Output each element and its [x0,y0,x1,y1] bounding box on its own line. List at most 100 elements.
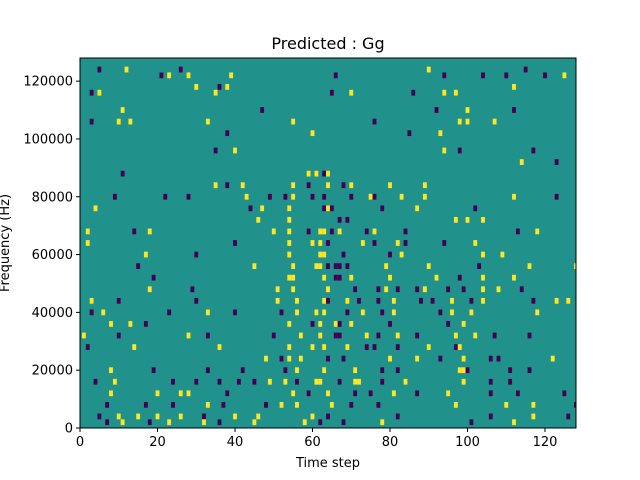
cell-high [109,367,113,374]
cell-high [287,274,292,281]
cell-high [256,413,261,420]
cell-high [287,251,292,258]
cell-high [345,344,350,350]
cell-high [562,72,567,79]
cell-high [287,228,292,235]
cell-low [395,367,400,374]
cell-low [143,321,148,327]
cell-low [345,309,350,316]
cell-low [322,193,327,200]
cell-high [116,413,121,420]
cell-high [310,130,315,137]
cell-high [395,240,400,246]
cell-low [194,297,199,304]
cell-high [279,401,284,408]
cell-high [512,274,516,281]
cell-high [326,170,330,177]
cell-high [353,378,358,385]
cell-low [225,390,230,397]
cell-high [295,401,299,408]
cell-low [279,355,284,362]
cell-high [314,378,319,385]
cell-high [566,297,571,304]
cell-high [167,72,172,79]
cell-low [151,367,156,374]
cell-low [194,251,199,258]
cell-high [349,274,354,281]
cell-high [349,89,354,96]
cell-high [124,66,129,73]
cell-high [422,182,427,189]
cell-low [395,344,400,350]
cell-high [519,159,524,165]
cell-low [194,378,199,385]
cell-high [442,147,447,154]
cell-low [376,332,381,339]
cell-high [186,390,191,397]
cell-high [453,216,458,223]
cell-high [550,355,555,362]
cell-low [116,332,121,339]
cell-high [302,419,307,426]
cell-high [426,344,431,350]
cell-low [233,309,237,316]
cell-high [314,263,319,270]
cell-low [326,413,330,420]
cell-high [310,344,315,350]
cell-high [318,251,323,258]
cell-low [461,286,466,293]
cell-low [326,297,330,304]
cell-low [403,228,408,235]
cell-low [364,344,369,350]
cell-low [341,182,346,189]
cell-low [457,274,462,281]
cell-high [512,419,516,426]
cell-high [388,355,392,362]
cell-high [213,182,218,189]
cell-low [442,72,447,79]
x-tick-label: 60 [304,435,321,450]
cell-high [395,332,400,339]
cell-high [260,205,265,212]
cell-low [221,401,226,408]
cell-low [295,378,299,385]
cell-high [481,274,485,281]
x-axis: 0 20 40 60 80 100 120 [76,428,557,450]
cell-high [314,309,319,316]
cell-low [554,159,559,165]
cell-high [380,419,385,426]
cell-high [167,419,172,426]
cell-low [345,263,350,270]
cell-high [399,193,404,200]
cell-high [143,251,148,258]
cell-low [372,193,377,200]
cell-low [415,390,420,397]
cell-high [291,274,296,281]
cell-high [322,274,327,281]
cell-low [225,182,230,189]
cell-low [465,367,470,374]
cell-high [233,413,237,420]
cell-high [457,344,462,350]
cell-low [329,89,334,96]
cell-low [322,170,327,177]
y-tick-label: 100000 [23,132,73,147]
cell-low [562,390,567,397]
cell-low [395,286,400,293]
cell-high [326,286,330,293]
cell-high [360,309,365,316]
cell-low [310,321,315,327]
cell-low [143,401,148,408]
cell-high [229,72,234,79]
cell-high [465,216,470,223]
cell-high [155,390,160,397]
cell-high [291,390,296,397]
cell-low [419,297,423,304]
chart-title: Predicted : Gg [271,34,384,53]
cell-low [337,263,342,270]
cell-low [337,321,342,327]
cell-low [457,147,462,154]
cell-low [120,170,125,177]
cell-low [147,419,152,426]
cell-low [376,297,381,304]
